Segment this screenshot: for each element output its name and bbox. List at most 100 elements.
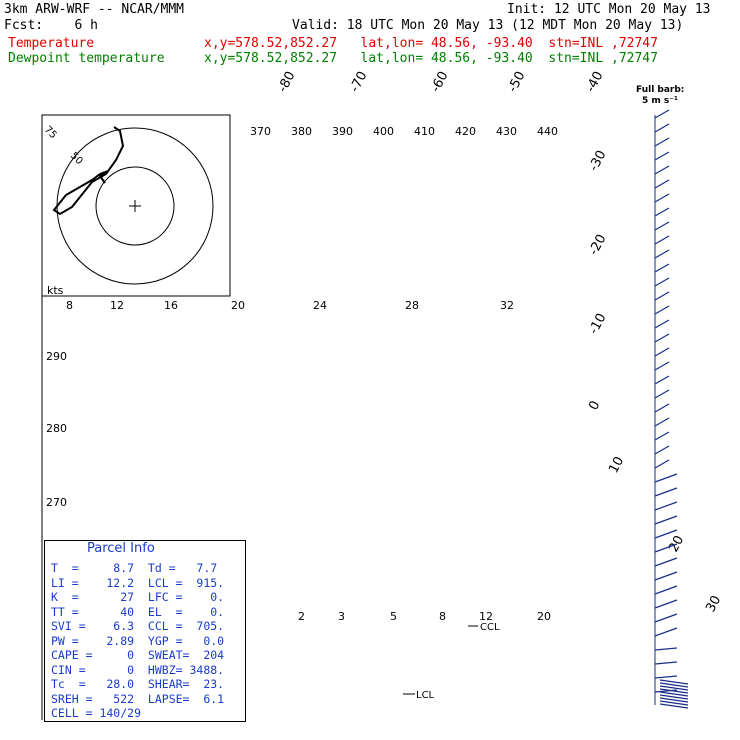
wind-barb: [654, 347, 670, 357]
dry-adiabat-label: 280: [46, 422, 67, 435]
isotherm-label: -20: [586, 232, 609, 258]
theta-label: 430: [496, 125, 517, 138]
parcel-info-row: CAPE = 0 SWEAT= 204: [51, 648, 225, 662]
wind-barb: [654, 487, 678, 497]
wind-barb: [654, 249, 670, 259]
wind-barb: [654, 333, 670, 343]
wind-barb: [654, 529, 678, 539]
theta-label: 380: [291, 125, 312, 138]
wind-barb: [654, 417, 670, 427]
wind-barb: [659, 697, 689, 703]
wind-barb: [654, 305, 670, 315]
wind-barb: [654, 613, 678, 623]
wind-barb: [659, 682, 689, 688]
hodograph-ring: [95, 166, 175, 246]
wind-barb: [654, 647, 678, 651]
hodograph-trace: [52, 126, 125, 216]
isotherm-label: -60: [428, 69, 451, 95]
parcel-info-row: SVI = 6.3 CCL = 705.: [51, 619, 225, 633]
isotherm-label: 0: [586, 399, 603, 413]
ccl-label: CCL: [480, 622, 500, 633]
theta-label: 440: [537, 125, 558, 138]
wind-barb: [654, 263, 670, 273]
isotherm-label: -80: [275, 69, 298, 95]
isotherm-label: 10: [606, 454, 627, 476]
wind-barb: [654, 361, 670, 371]
wind-barb: [659, 688, 689, 694]
wind-scale-label: 16: [164, 299, 178, 312]
wind-barb: [654, 235, 670, 245]
wind-barb: [654, 675, 678, 679]
wind-barb: [654, 319, 670, 329]
hodograph-unit: kts: [47, 284, 64, 297]
wind-barb: [654, 109, 670, 119]
valid-time: Valid: 18 UTC Mon 20 May 13 (12 MDT Mon …: [292, 18, 684, 33]
parcel-info-row: PW = 2.89 YGP = 0.0: [51, 633, 225, 648]
theta-label: 410: [414, 125, 435, 138]
wind-barb: [654, 501, 678, 511]
wind-barb: [659, 700, 689, 706]
wind-barb: [659, 694, 689, 700]
wind-barb: [654, 585, 678, 595]
init-time: Init: 12 UTC Mon 20 May 13: [507, 2, 711, 17]
wind-barb: [654, 627, 678, 637]
wind-barb: [654, 403, 670, 413]
wind-scale-label: 32: [500, 299, 514, 312]
model-title: 3km ARW-WRF -- NCAR/MMM: [4, 2, 185, 17]
wind-barb: [659, 685, 689, 691]
wind-barb: [654, 151, 670, 161]
temperature-label: Temperature: [8, 36, 95, 51]
wind-barb: [654, 277, 670, 287]
wind-barb: [654, 445, 670, 455]
wind-scale-label: 12: [110, 299, 124, 312]
dewpoint-label: Dewpoint temperature: [8, 51, 165, 66]
parcel-info-row: CELL = 140/29: [51, 706, 142, 720]
full-barb-unit: 5 m s⁻¹: [642, 96, 678, 106]
mixing-ratio-label: 20: [537, 610, 551, 623]
isotherm-label: 30: [703, 593, 724, 615]
wind-scale-label: 28: [405, 299, 419, 312]
isotherm-label: -40: [583, 69, 606, 95]
wind-barb: [654, 389, 670, 399]
wind-barb: [654, 165, 670, 175]
wind-scale-label: 24: [313, 299, 327, 312]
wind-barb: [659, 703, 689, 709]
forecast-hour: Fcst: 6 h: [4, 18, 98, 33]
mixing-ratio-label: 5: [390, 610, 397, 623]
lcl-label: LCL: [416, 690, 435, 701]
wind-barb: [654, 431, 670, 441]
parcel-info-row: CIN = 0 HWBZ= 3488.: [51, 662, 225, 677]
wind-barb: [654, 661, 678, 665]
full-barb-label: Full barb:: [636, 85, 684, 95]
dry-adiabat-label: 290: [46, 350, 67, 363]
isotherm-label: -10: [586, 311, 609, 337]
wind-barb: [654, 459, 670, 469]
theta-label: 420: [455, 125, 476, 138]
parcel-info-row: T = 8.7 Td = 7.7: [51, 561, 218, 575]
wind-barb: [654, 207, 670, 217]
wind-barb: [654, 179, 670, 189]
wind-barb: [654, 221, 670, 231]
parcel-info-row: K = 27 LFC = 0.: [51, 590, 225, 604]
isotherm-label: -50: [505, 69, 528, 95]
theta-label: 400: [373, 125, 394, 138]
theta-label: 390: [332, 125, 353, 138]
dewpoint-location: x,y=578.52,852.27 lat,lon= 48.56, -93.40…: [204, 51, 658, 66]
wind-barb: [654, 473, 678, 483]
wind-barb: [654, 123, 670, 133]
isotherm-label: -30: [586, 148, 609, 174]
mixing-ratio-label: 12: [479, 610, 493, 623]
mixing-ratio-label: 8: [439, 610, 446, 623]
isotherm-label: -70: [347, 69, 370, 95]
wind-barb: [659, 691, 689, 697]
parcel-info-panel: Parcel Info T = 8.7 Td = 7.7 LI = 12.2 LC…: [44, 540, 246, 722]
wind-barb: [654, 515, 678, 525]
wind-barb: [654, 291, 670, 301]
wind-barb: [654, 137, 670, 147]
wind-barb: [654, 193, 670, 203]
wind-barb: [654, 599, 678, 609]
parcel-info-row: Tc = 28.0 SHEAR= 23.: [51, 677, 225, 691]
parcel-info-row: LI = 12.2 LCL = 915.: [51, 575, 225, 590]
wind-barb: [654, 557, 678, 567]
